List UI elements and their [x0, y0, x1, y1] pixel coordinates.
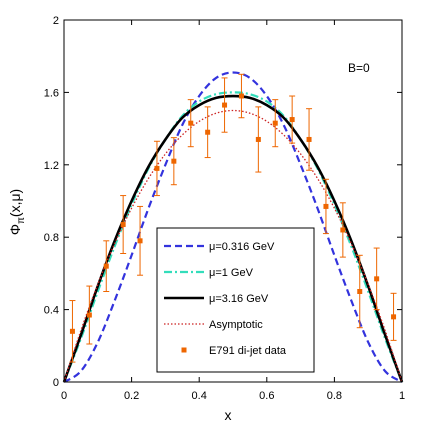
data-marker [205, 129, 211, 135]
data-marker [120, 222, 126, 228]
data-point [373, 247, 380, 311]
legend-item: Asymptotic [164, 319, 263, 331]
data-point [187, 99, 194, 148]
data-point [356, 254, 363, 329]
data-point [255, 106, 262, 173]
x-tick-label: 1 [399, 390, 405, 402]
axis-ticks [63, 19, 403, 383]
data-point [322, 178, 329, 235]
data-point [103, 240, 110, 292]
data-marker [86, 312, 92, 318]
x-tick-label: 0 [61, 390, 67, 402]
plot-frame [63, 19, 403, 383]
legend-item: μ=3.16 GeV [164, 293, 269, 305]
data-point [137, 205, 144, 276]
series-lines [62, 71, 404, 383]
legend-label: μ=0.316 GeV [209, 241, 275, 253]
y-axis-label: Φπ(x,μ) [7, 189, 27, 235]
data-point [120, 195, 127, 254]
y-tick-label: 1.2 [44, 160, 59, 172]
data-point [86, 285, 93, 345]
legend-label: E791 di-jet data [209, 345, 287, 357]
x-tick-label: 0.8 [327, 390, 342, 402]
data-marker [238, 93, 244, 99]
annotation-label: B=0 [348, 61, 370, 75]
legend-item: μ=1 GeV [164, 267, 254, 279]
y-tick-label: 0.4 [44, 305, 59, 317]
data-point [390, 292, 397, 341]
legend-label: Asymptotic [209, 319, 263, 331]
data-marker [272, 120, 278, 126]
series-line-4 [63, 109, 403, 383]
x-tick-label: 0.4 [192, 390, 207, 402]
data-marker [69, 328, 75, 334]
data-marker [323, 203, 329, 209]
data-point [289, 95, 296, 144]
data-marker [391, 314, 397, 320]
x-axis-label: x [225, 407, 232, 423]
data-point [170, 137, 177, 186]
data-marker [357, 289, 363, 294]
tick-labels: 0 0.2 0.4 0.6 0.8 1 0 0.4 0.8 1.2 1.6 2 [44, 15, 405, 402]
data-marker [154, 165, 160, 171]
data-point [153, 140, 160, 197]
data-point [69, 300, 76, 363]
data-marker [188, 120, 194, 126]
legend-items: μ=0.316 GeV μ=1 GeV μ=3.16 GeV Asymptotic E7… [164, 241, 287, 357]
data-point [339, 202, 346, 258]
legend: μ=0.316 GeV μ=1 GeV μ=3.16 GeV Asymptotic E7… [156, 227, 315, 373]
data-marker [374, 276, 380, 282]
data-marker [137, 238, 143, 244]
data-point [272, 99, 279, 148]
y-axis-label-args: (x,μ) [7, 189, 23, 217]
legend-item: E791 di-jet data [181, 345, 287, 357]
data-point [306, 108, 313, 171]
data-point [204, 106, 211, 159]
data-point [221, 77, 228, 133]
legend-label: μ=3.16 GeV [209, 293, 269, 305]
y-axis-label-subscript: π [16, 217, 27, 224]
y-tick-label: 0 [53, 377, 59, 389]
data-marker [289, 117, 295, 123]
series-line-3 [62, 94, 404, 383]
data-marker [171, 158, 177, 164]
legend-marker-swatch [181, 347, 187, 353]
y-axis-label-symbol: Φ [7, 224, 23, 235]
data-marker [255, 136, 261, 142]
y-tick-label: 2 [53, 15, 59, 27]
data-marker [306, 136, 312, 142]
data-points [69, 73, 397, 363]
data-marker [103, 263, 109, 269]
y-tick-label: 0.8 [44, 232, 59, 244]
data-point [238, 73, 245, 119]
data-marker [222, 102, 228, 108]
x-tick-label: 0.2 [124, 390, 139, 402]
y-tick-label: 1.6 [44, 87, 59, 99]
legend-item: μ=0.316 GeV [164, 241, 275, 253]
data-marker [340, 227, 346, 233]
series-line-1 [63, 71, 403, 383]
legend-label: μ=1 GeV [209, 267, 254, 279]
x-tick-label: 0.6 [259, 390, 274, 402]
